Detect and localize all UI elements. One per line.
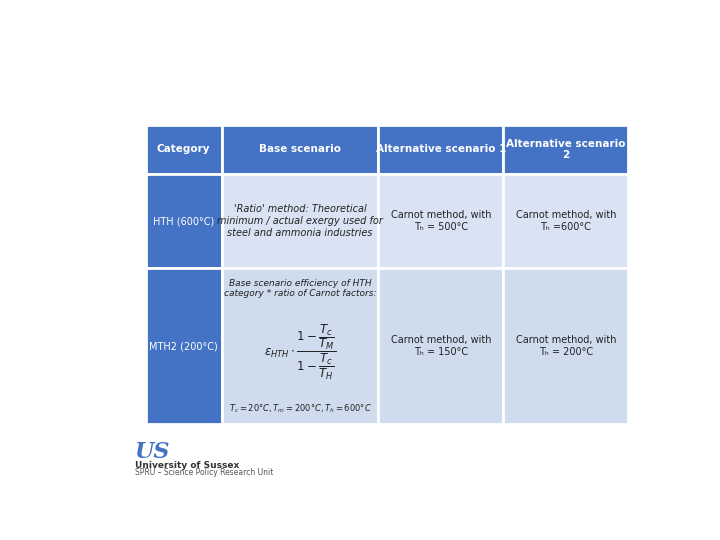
FancyBboxPatch shape (222, 174, 379, 268)
Text: $\varepsilon_{HTH} \cdot \dfrac{1 - \dfrac{T_c}{T_M}}{1 - \dfrac{T_c}{T_H}}$: $\varepsilon_{HTH} \cdot \dfrac{1 - \dfr… (264, 323, 336, 382)
FancyBboxPatch shape (503, 268, 629, 424)
Text: Carnot method, with
Tₕ =600°C: Carnot method, with Tₕ =600°C (516, 210, 616, 232)
FancyBboxPatch shape (503, 174, 629, 268)
Text: $T_c = 20°C, T_m = 200°C, T_h = 600°C$: $T_c = 20°C, T_m = 200°C, T_h = 600°C$ (228, 403, 372, 415)
FancyBboxPatch shape (145, 268, 222, 424)
FancyBboxPatch shape (222, 125, 379, 174)
Text: Base scenario: Base scenario (259, 145, 341, 154)
FancyBboxPatch shape (379, 125, 503, 174)
FancyBboxPatch shape (503, 125, 629, 174)
Text: MTH2 (200°C): MTH2 (200°C) (149, 341, 218, 352)
FancyBboxPatch shape (379, 268, 503, 424)
FancyBboxPatch shape (222, 268, 379, 424)
Text: Base scenario efficiency of HTH
category * ratio of Carnot factors:: Base scenario efficiency of HTH category… (224, 279, 377, 298)
Text: Category: Category (157, 145, 210, 154)
Text: Carnot method, with
Tₕ = 150°C: Carnot method, with Tₕ = 150°C (391, 335, 491, 357)
Text: Alternative scenario 1: Alternative scenario 1 (376, 145, 506, 154)
Text: University of Sussex: University of Sussex (135, 461, 239, 470)
Text: SPRU – Science Policy Research Unit: SPRU – Science Policy Research Unit (135, 468, 273, 477)
Text: Alternative scenario
2: Alternative scenario 2 (506, 139, 626, 160)
FancyBboxPatch shape (379, 174, 503, 268)
Text: Carnot method, with
Tₕ = 200°C: Carnot method, with Tₕ = 200°C (516, 335, 616, 357)
FancyBboxPatch shape (145, 174, 222, 268)
Text: 'Ratio' method: Theoretical
minimum / actual exergy used for
steel and ammonia i: 'Ratio' method: Theoretical minimum / ac… (217, 205, 383, 238)
Text: Carnot method, with
Tₕ = 500°C: Carnot method, with Tₕ = 500°C (391, 210, 491, 232)
Text: HTH (600°C): HTH (600°C) (153, 216, 215, 226)
FancyBboxPatch shape (145, 125, 222, 174)
Text: US: US (135, 441, 170, 463)
